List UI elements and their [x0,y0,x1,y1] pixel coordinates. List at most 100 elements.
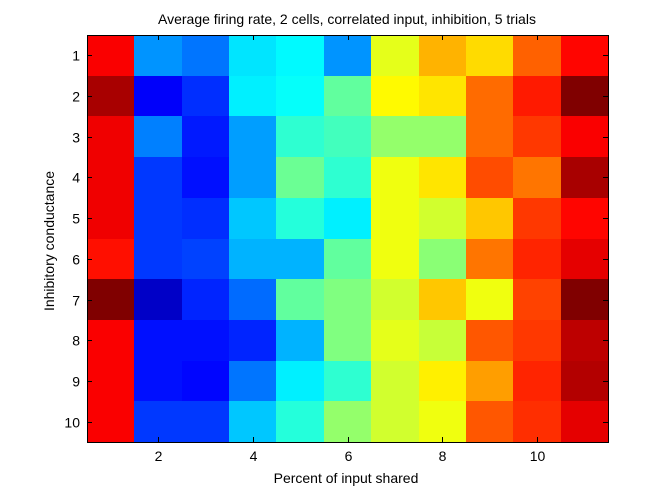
heatmap-cell [182,279,229,320]
heatmap-cell [371,198,419,239]
heatmap-cell [466,35,513,76]
heatmap-cell [371,157,419,198]
heatmap-cell [324,157,371,198]
heatmap-cell [561,35,608,76]
heatmap-cell [134,361,182,401]
heatmap-cell [229,35,276,76]
heatmap-cell [182,401,229,442]
heatmap-cell [466,116,513,157]
heatmap-cell [513,320,561,361]
heatmap-cell [513,76,561,116]
heatmap-cell [276,116,324,157]
heatmap-cell [561,157,608,198]
heatmap-cell [182,320,229,361]
x-tick-label: 4 [250,448,258,464]
heatmap-cell [419,239,466,279]
x-axis-label: Percent of input shared [274,470,419,486]
heatmap-cell [513,361,561,401]
heatmap-cell [513,239,561,279]
heatmap-cell [371,239,419,279]
heatmap-cell [324,401,371,442]
heatmap-cell [324,239,371,279]
heatmap-cell [229,239,276,279]
heatmap-cell [324,76,371,116]
heatmap-cell [229,116,276,157]
heatmap-cell [229,361,276,401]
heatmap-cell [371,116,419,157]
heatmap-cell [513,279,561,320]
heatmap-cell [419,116,466,157]
x-tick-label: 10 [530,448,546,464]
heatmap-cell [324,116,371,157]
y-tick-label: 8 [72,333,80,349]
heatmap-cell [324,361,371,401]
heatmap-cell [229,76,276,116]
heatmap-cell [229,157,276,198]
heatmap-cell [561,116,608,157]
y-tick-label: 2 [72,89,80,105]
heatmap-cell [182,116,229,157]
heatmap-cell [419,157,466,198]
heatmap-cell [134,401,182,442]
y-tick-label: 5 [72,211,80,227]
heatmap-cell [182,239,229,279]
heatmap-cell [561,279,608,320]
heatmap-cell [87,320,134,361]
heatmap-cell [276,239,324,279]
heatmap-cell [561,76,608,116]
heatmap-cell [466,239,513,279]
x-tick-label: 6 [345,448,353,464]
x-axis-ticks: 2 4 6 8 10 [155,35,546,464]
heatmap-cell [513,198,561,239]
heatmap-cell [134,35,182,76]
heatmap-cell [371,401,419,442]
heatmap-cell [87,116,134,157]
y-tick-label: 4 [72,170,80,186]
heatmap-cell [134,239,182,279]
heatmap-cell [276,401,324,442]
y-tick-label: 3 [72,130,80,146]
heatmap-cell [419,35,466,76]
heatmap-cell [134,279,182,320]
heatmap-cell [182,76,229,116]
heatmap-cell [229,198,276,239]
heatmap-cell [561,401,608,442]
heatmap-cell [466,279,513,320]
heatmap-cell [276,279,324,320]
heatmap-cell [324,35,371,76]
heatmap-cell [513,116,561,157]
heatmap-cell [182,361,229,401]
heatmap-cell [371,76,419,116]
heatmap-cell [466,320,513,361]
heatmap-cell [87,198,134,239]
heatmap-cell [371,361,419,401]
heatmap-cell [229,401,276,442]
heatmap-cell [371,35,419,76]
heatmap-cell [276,198,324,239]
heatmap-cell [419,76,466,116]
heatmap-cell [561,361,608,401]
heatmap-cell [419,401,466,442]
heatmap-cell [561,198,608,239]
heatmap-cell [466,157,513,198]
heatmap-cell [87,76,134,116]
heatmap-cell [276,35,324,76]
heatmap-cell [229,320,276,361]
heatmap-cell [513,35,561,76]
heatmap-cells [87,35,608,442]
y-tick-label: 10 [64,415,80,431]
chart-title: Average firing rate, 2 cells, correlated… [158,11,536,27]
heatmap-cell [466,401,513,442]
y-tick-label: 7 [72,293,80,309]
heatmap-cell [87,279,134,320]
heatmap-cell [87,401,134,442]
heatmap-cell [466,198,513,239]
heatmap-cell [134,320,182,361]
heatmap-cell [182,35,229,76]
heatmap-cell [324,198,371,239]
heatmap-cell [561,320,608,361]
heatmap-cell [466,76,513,116]
y-tick-label: 9 [72,374,80,390]
y-axis-label: Inhibitory conductance [41,171,57,311]
heatmap-cell [371,279,419,320]
